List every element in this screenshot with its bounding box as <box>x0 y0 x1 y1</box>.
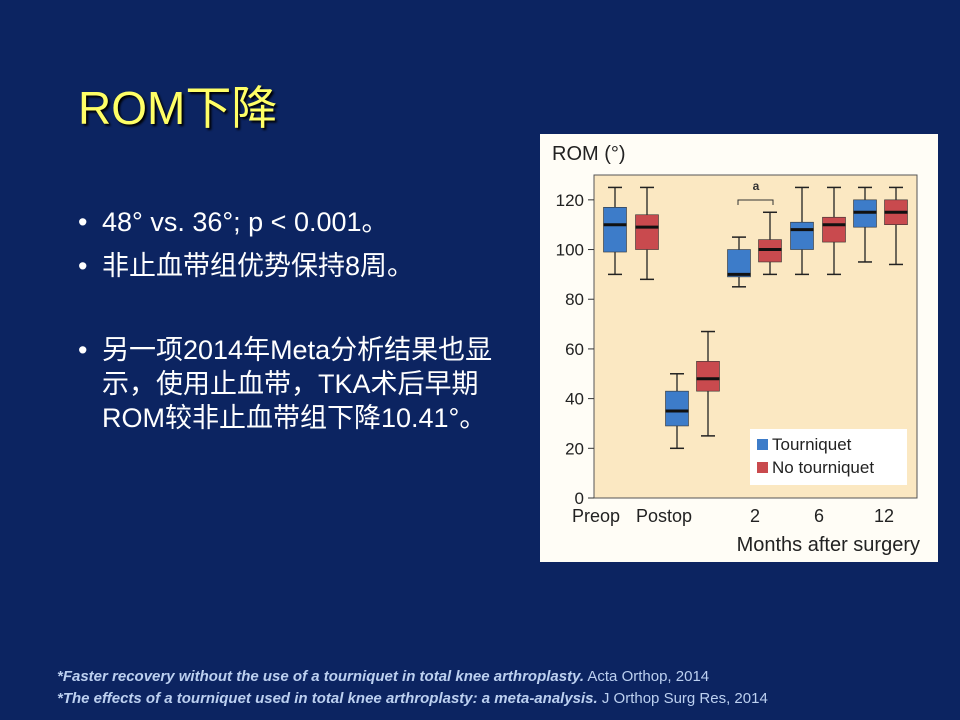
x-tick-label: 6 <box>814 506 824 526</box>
x-tick-label: Postop <box>636 506 692 526</box>
reference-2: *The effects of a tourniquet used in tot… <box>57 688 768 710</box>
reference-source: J Orthop Surg Res, 2014 <box>597 690 768 707</box>
box-tourniquet <box>790 221 814 250</box>
slide-title: ROM下降 <box>78 82 278 134</box>
rom-box-plot: ROM (°) 0 20 40 60 80 100 120 Preop Postop 2 6 12 Mon… <box>540 134 938 562</box>
bullet-item: 非止血带组优势保持8周。 <box>78 249 538 283</box>
bullet-list: 48° vs. 36°; p < 0.001。 非止血带组优势保持8周。 另一项… <box>78 205 538 445</box>
x-tick-label: Preop <box>572 506 620 526</box>
significance-label: a <box>753 179 760 193</box>
reference-source: Acta Orthop, 2014 <box>584 668 710 685</box>
legend-swatch <box>757 439 768 450</box>
legend-swatch <box>757 462 768 473</box>
box-tourniquet <box>603 207 627 253</box>
x-axis-label: Months after surgery <box>737 534 920 556</box>
box-tourniquet <box>727 249 751 278</box>
legend-label: No tourniquet <box>772 458 874 477</box>
y-tick-label: 80 <box>565 290 584 309</box>
reference-title: *The effects of a tourniquet used in tot… <box>57 690 598 707</box>
y-tick-label: 60 <box>565 340 584 359</box>
y-tick-label: 100 <box>556 241 584 260</box>
x-tick-label: 2 <box>750 506 760 526</box>
y-tick-label: 40 <box>565 390 584 409</box>
legend-label: Tourniquet <box>772 435 852 454</box>
box-tourniquet <box>665 390 689 427</box>
y-axis-label: ROM (°) <box>552 143 626 165</box>
y-tick-label: 20 <box>565 439 584 458</box>
legend-box <box>750 429 907 485</box>
box-no-tourniquet <box>635 214 659 250</box>
significance-bracket <box>737 199 774 205</box>
bullet-item: 48° vs. 36°; p < 0.001。 <box>78 205 538 239</box>
bullet-item: 另一项2014年Meta分析结果也显示，使用止血带，TKA术后早期ROM较非止血… <box>78 333 538 435</box>
x-tick-label: 12 <box>874 506 894 526</box>
reference-title: *Faster recovery without the use of a to… <box>57 668 585 685</box>
references: *Faster recovery without the use of a to… <box>57 666 768 710</box>
box-no-tourniquet <box>696 361 720 392</box>
box-no-tourniquet <box>822 216 846 243</box>
y-tick-label: 0 <box>575 489 584 508</box>
y-tick-label: 120 <box>556 191 584 210</box>
reference-1: *Faster recovery without the use of a to… <box>57 666 768 688</box>
